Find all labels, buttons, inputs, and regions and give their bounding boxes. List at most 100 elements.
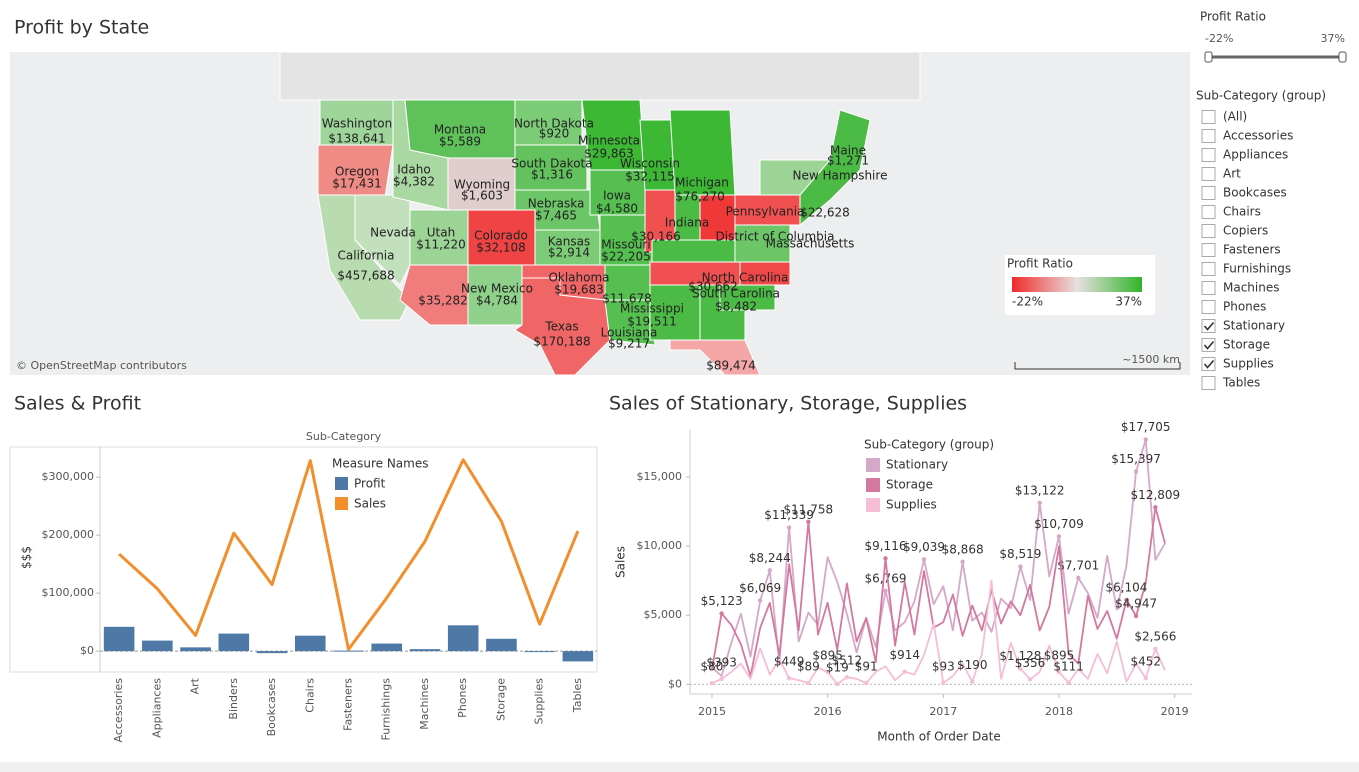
checkbox[interactable] [1201, 186, 1216, 200]
x-tick-label: Machines [418, 678, 431, 730]
x-tick-label: Art [189, 677, 202, 694]
checkbox[interactable] [1201, 338, 1216, 352]
x-tick-label: 2019 [1161, 705, 1189, 718]
point [1143, 437, 1148, 442]
point [1153, 646, 1158, 652]
point [844, 675, 850, 680]
x-tick-label: 2018 [1045, 705, 1073, 718]
map-label: Idaho [397, 163, 430, 177]
legend-swatch [866, 498, 880, 512]
map-label: Massachusetts [766, 237, 855, 251]
map-label: $4,784 [476, 294, 518, 308]
value-label: $10,709 [1034, 517, 1084, 531]
checkbox-label[interactable]: Fasteners [1223, 243, 1281, 257]
checkbox-label[interactable]: Accessories [1223, 129, 1293, 143]
x-tick-label: Binders [227, 678, 240, 720]
filter-max: 37% [1321, 32, 1345, 45]
checkbox[interactable] [1201, 205, 1216, 219]
legend-label: Sales [354, 497, 386, 511]
checkbox[interactable] [1201, 129, 1216, 143]
point [719, 611, 724, 616]
map-label: Minnesota [578, 134, 640, 148]
checkbox-label[interactable]: Copiers [1223, 224, 1268, 238]
checkmark [1203, 359, 1215, 369]
checkbox-label[interactable]: Chairs [1223, 205, 1261, 219]
point [757, 598, 763, 603]
x-axis-title: Month of Order Date [877, 730, 1000, 744]
checkbox[interactable] [1201, 300, 1216, 314]
point [970, 679, 975, 684]
bar [142, 640, 173, 652]
checkbox[interactable] [1201, 319, 1216, 333]
checkbox-label[interactable]: Storage [1223, 338, 1270, 352]
slider-handle[interactable] [1204, 51, 1213, 63]
map-title: Profit by State [14, 17, 149, 39]
y-tick-label: $300,000 [42, 470, 95, 483]
checkbox-label[interactable]: Tables [1222, 376, 1260, 390]
legend-label: Profit [354, 477, 386, 491]
map-label: Missouri [601, 238, 650, 252]
checkbox-label[interactable]: Supplies [1223, 357, 1274, 371]
checkbox[interactable] [1201, 148, 1216, 162]
value-label: $449 [774, 655, 805, 669]
value-label: $8,244 [749, 551, 791, 565]
value-label: $6,104 [1105, 580, 1147, 594]
checkbox-label[interactable]: Stationary [1223, 319, 1285, 333]
checkbox[interactable] [1201, 357, 1216, 371]
bar [371, 643, 403, 652]
checkmark [1203, 340, 1215, 350]
checkbox-label[interactable]: Phones [1223, 300, 1266, 314]
map-label: New Mexico [461, 282, 533, 296]
value-label: $91 [855, 660, 878, 674]
value-label: $2,566 [1134, 629, 1176, 643]
map-label: Texas [544, 320, 578, 334]
checkbox-label[interactable]: Bookcases [1223, 186, 1287, 200]
map-label: $9,217 [608, 337, 650, 351]
checkbox[interactable] [1201, 262, 1216, 276]
x-tick-label: Bookcases [265, 678, 278, 737]
filter-title: Sub-Category (group) [1196, 89, 1326, 103]
point [767, 568, 773, 573]
map-label: $457,688 [337, 269, 394, 283]
map-label: Nevada [370, 226, 416, 240]
filter-title: Profit Ratio [1200, 10, 1266, 24]
point [1018, 564, 1023, 569]
point [921, 557, 927, 562]
value-label: $8,519 [999, 547, 1041, 561]
checkbox-label[interactable]: Machines [1223, 281, 1279, 295]
checkbox[interactable] [1201, 224, 1216, 238]
value-label: $89 [797, 660, 820, 674]
map-label: North Dakota [514, 117, 594, 131]
checkbox[interactable] [1201, 376, 1216, 390]
x-tick-label: Storage [494, 678, 507, 721]
point [1124, 597, 1129, 603]
checkbox[interactable] [1201, 167, 1216, 181]
x-tick-label: Tables [571, 678, 584, 713]
checkbox-label[interactable]: Furnishings [1223, 262, 1291, 276]
checkbox[interactable] [1201, 110, 1216, 124]
point [825, 669, 830, 675]
map-label: Washington [322, 117, 393, 131]
checkbox[interactable] [1201, 243, 1216, 257]
map-label: $35,282 [418, 294, 468, 308]
value-label: $356 [1015, 656, 1046, 670]
map-label: Mississippi [620, 302, 684, 316]
checkbox-label[interactable]: Appliances [1223, 148, 1288, 162]
map-label: $19,683 [554, 283, 604, 297]
bar [180, 647, 211, 652]
map-label: $19,511 [627, 315, 677, 329]
value-label: $6,069 [739, 581, 781, 595]
x-tick-label: Fasteners [342, 678, 355, 731]
map-label: $89,474 [706, 359, 756, 373]
y-tick-label: $5,000 [644, 608, 683, 621]
checkbox-label[interactable]: (All) [1223, 110, 1247, 124]
map-label: $29,863 [584, 147, 634, 161]
checkbox[interactable] [1201, 281, 1216, 295]
sales-line [118, 458, 580, 651]
map-label: Louisiana [601, 326, 658, 340]
map-label: Indiana [665, 216, 709, 230]
checkbox-label[interactable]: Art [1223, 167, 1241, 181]
slider-handle[interactable] [1338, 51, 1347, 63]
map-label: $22,628 [800, 206, 850, 220]
